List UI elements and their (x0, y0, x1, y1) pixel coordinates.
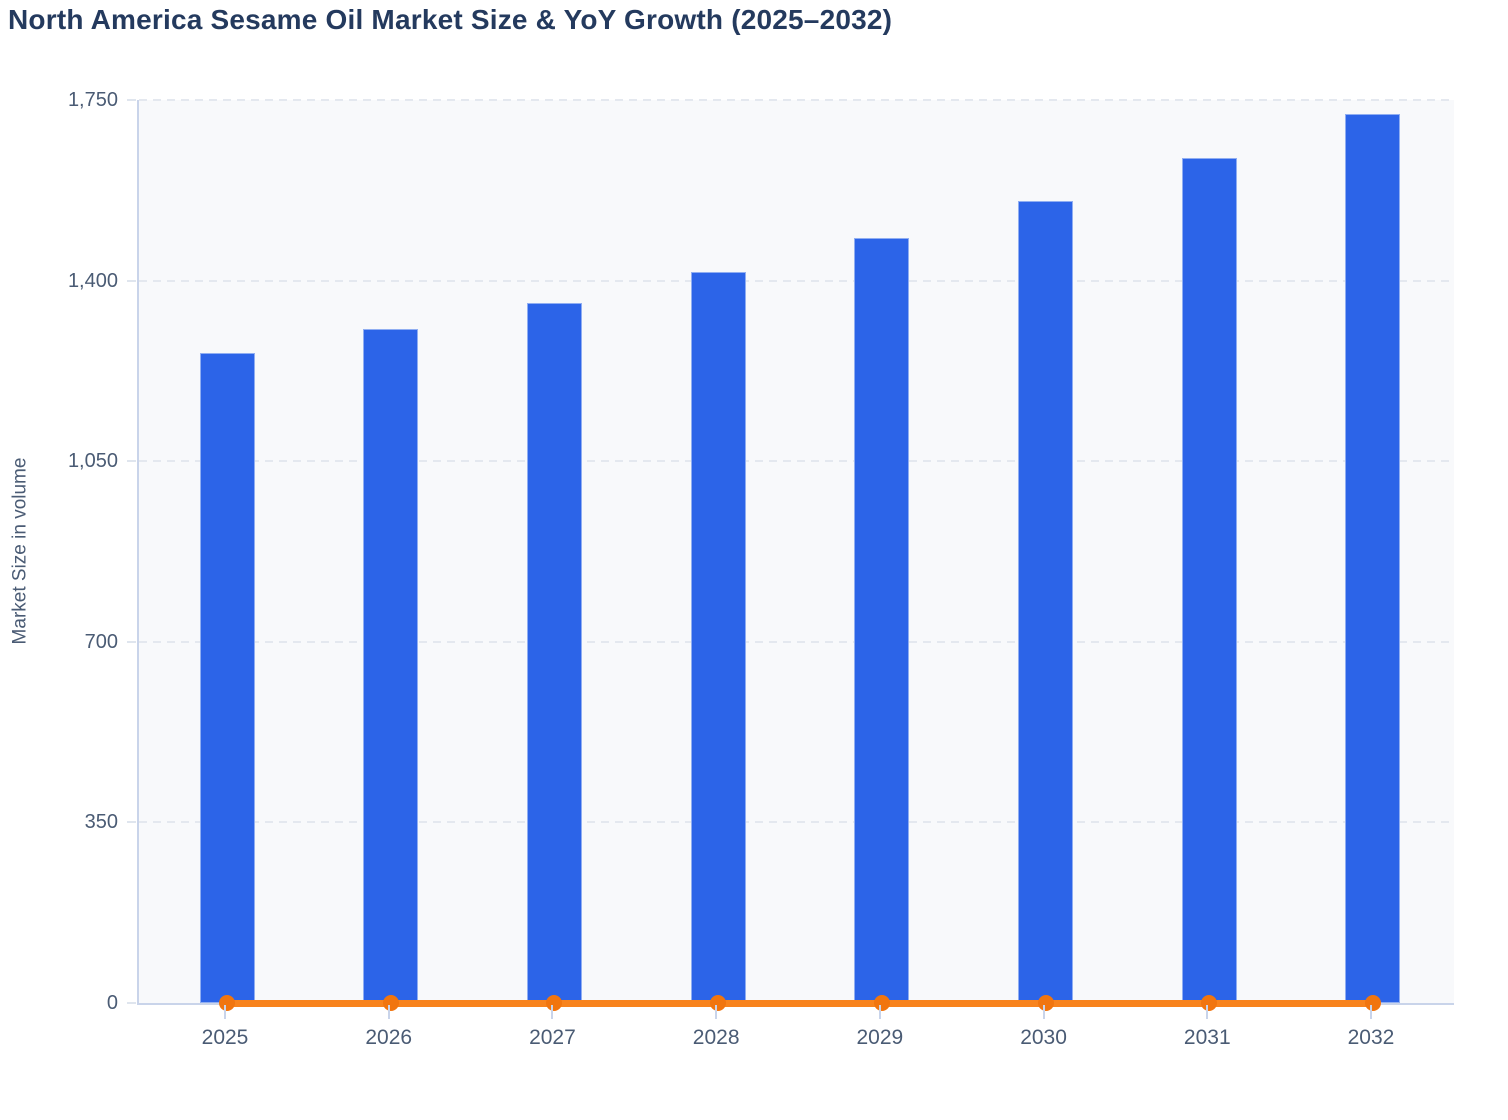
gridline-1050 (139, 460, 1454, 463)
yoy-dot-2026[interactable] (382, 995, 399, 1011)
y-tick-mark-700 (127, 640, 136, 643)
y-tick-mark-1400 (127, 279, 136, 282)
y-tick-mark-0 (127, 1002, 136, 1004)
y-tick-mark-1750 (127, 99, 136, 101)
x-tick-mark-2032 (1369, 1005, 1372, 1019)
x-label-2031: 2031 (1183, 1026, 1231, 1049)
y-tick-label-1750: 1,750 (67, 89, 118, 111)
bar-2026[interactable] (363, 328, 419, 1003)
y-axis-title: Market Size in volume (9, 457, 31, 645)
yoy-dot-2025[interactable] (219, 995, 235, 1011)
x-tick-mark-2031 (1206, 1005, 1209, 1019)
yoy-dot-2028[interactable] (710, 995, 727, 1011)
yoy-dot-2030[interactable] (1037, 995, 1054, 1011)
x-label-2025: 2025 (201, 1026, 249, 1049)
bar-2031[interactable] (1181, 157, 1237, 1003)
x-label-2029: 2029 (856, 1026, 904, 1049)
x-label-2030: 2030 (1020, 1026, 1067, 1049)
x-tick-mark-2029 (878, 1005, 881, 1019)
y-tick-mark-1050 (127, 460, 136, 463)
bar-2028[interactable] (690, 271, 746, 1003)
y-tick-label-350: 350 (84, 811, 118, 834)
y-tick-label-1400: 1,400 (67, 269, 118, 292)
gridline-700 (139, 640, 1454, 643)
gridline-1400 (139, 279, 1454, 282)
yoy-dot-2031[interactable] (1201, 995, 1218, 1011)
x-label-2026: 2026 (365, 1026, 413, 1049)
bar-2025[interactable] (199, 352, 255, 1003)
x-tick-mark-2025 (224, 1005, 226, 1019)
y-tick-label-1050: 1,050 (67, 450, 118, 473)
x-label-2032: 2032 (1347, 1026, 1395, 1049)
x-tick-mark-2028 (715, 1005, 718, 1019)
yoy-growth-line[interactable] (222, 999, 1378, 1007)
y-tick-label-700: 700 (84, 630, 118, 653)
bar-2032[interactable] (1345, 113, 1401, 1003)
bar-2030[interactable] (1018, 201, 1074, 1003)
x-label-2027: 2027 (529, 1026, 576, 1049)
bar-2029[interactable] (854, 237, 910, 1003)
y-tick-mark-350 (127, 821, 136, 824)
gridline-350 (139, 821, 1454, 824)
y-tick-label-0: 0 (106, 992, 118, 1014)
gridline-1750 (139, 99, 1454, 101)
yoy-dot-2027[interactable] (546, 995, 563, 1011)
x-tick-mark-2026 (387, 1005, 390, 1019)
x-tick-mark-2027 (551, 1005, 554, 1019)
plot-area (137, 99, 1454, 1011)
x-label-2028: 2028 (692, 1026, 740, 1049)
yoy-dot-2032[interactable] (1364, 995, 1381, 1011)
bar-2027[interactable] (526, 302, 582, 1003)
yoy-dot-2029[interactable] (873, 995, 890, 1011)
x-tick-mark-2030 (1042, 1005, 1045, 1019)
chart-title: North America Sesame Oil Market Size & Y… (8, 4, 893, 35)
